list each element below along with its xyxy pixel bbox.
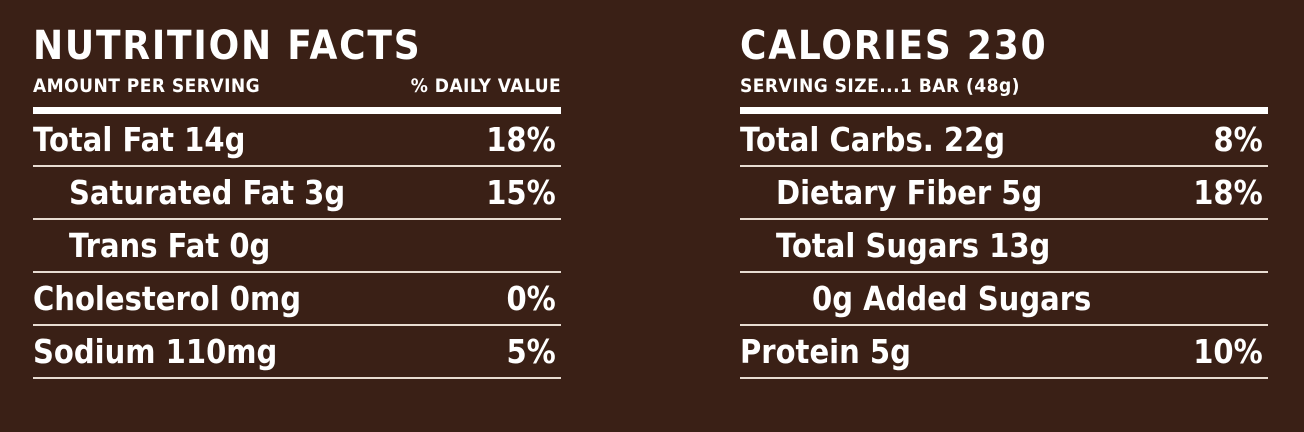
- nutrition-subhead: AMOUNT PER SERVING % DAILY VALUE: [33, 70, 561, 114]
- nutrient-name: Sodium 110mg: [33, 332, 278, 371]
- nutrient-row-total-carbs: Total Carbs. 22g 8%: [740, 114, 1268, 167]
- nutrient-name: Saturated Fat 3g: [69, 173, 346, 212]
- nutrient-daily-value: 15%: [486, 173, 556, 212]
- nutrient-row-dietary-fiber: Dietary Fiber 5g 18%: [740, 167, 1268, 220]
- daily-value-label: % DAILY VALUE: [410, 74, 561, 97]
- nutrient-name: Dietary Fiber 5g: [776, 173, 1043, 212]
- nutrient-daily-value: 0%: [506, 279, 556, 318]
- calories-panel: CALORIES 230 SERVING SIZE...1 BAR (48g) …: [740, 22, 1268, 379]
- nutrient-row-sodium: Sodium 110mg 5%: [33, 326, 561, 379]
- nutrient-row-saturated-fat: Saturated Fat 3g 15%: [33, 167, 561, 220]
- serving-size-label: SERVING SIZE...1 BAR (48g): [740, 74, 1020, 97]
- nutrient-daily-value: 18%: [486, 120, 556, 159]
- serving-size-subhead: SERVING SIZE...1 BAR (48g): [740, 70, 1268, 114]
- calories-title: CALORIES 230: [740, 23, 1048, 69]
- nutrition-facts-title: NUTRITION FACTS: [33, 23, 422, 69]
- nutrient-row-trans-fat: Trans Fat 0g: [33, 220, 561, 273]
- nutrition-facts-panel: NUTRITION FACTS AMOUNT PER SERVING % DAI…: [33, 22, 561, 379]
- nutrient-name: Total Sugars 13g: [776, 226, 1051, 265]
- nutrient-daily-value: 5%: [506, 332, 556, 371]
- nutrient-row-cholesterol: Cholesterol 0mg 0%: [33, 273, 561, 326]
- nutrient-row-total-fat: Total Fat 14g 18%: [33, 114, 561, 167]
- amount-per-serving-label: AMOUNT PER SERVING: [33, 74, 261, 97]
- nutrient-daily-value: 10%: [1193, 332, 1263, 371]
- nutrient-row-total-sugars: Total Sugars 13g: [740, 220, 1268, 273]
- nutrient-name: Protein 5g: [740, 332, 911, 371]
- nutrient-daily-value: 8%: [1213, 120, 1263, 159]
- nutrient-name: Cholesterol 0mg: [33, 279, 302, 318]
- nutrient-daily-value: 18%: [1193, 173, 1263, 212]
- nutrient-name: Total Fat 14g: [33, 120, 246, 159]
- nutrient-row-added-sugars: 0g Added Sugars: [740, 273, 1268, 326]
- nutrient-name: 0g Added Sugars: [812, 279, 1092, 318]
- nutrient-name: Total Carbs. 22g: [740, 120, 1006, 159]
- nutrient-row-protein: Protein 5g 10%: [740, 326, 1268, 379]
- nutrient-name: Trans Fat 0g: [69, 226, 271, 265]
